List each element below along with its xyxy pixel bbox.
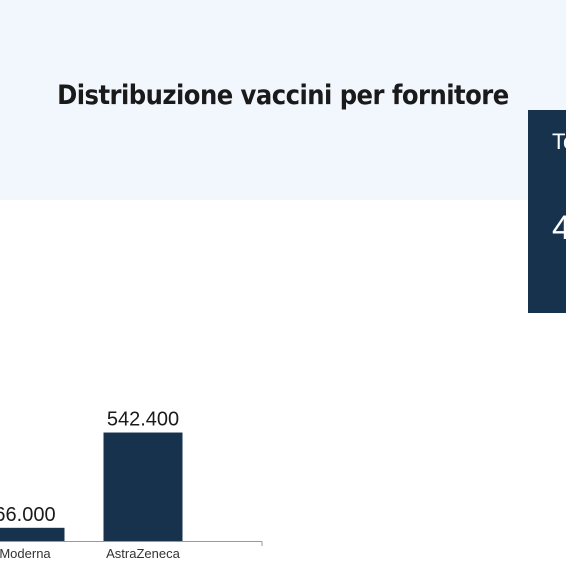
- data-label-moderna: 66.000: [0, 504, 56, 526]
- total-vaccines-value: 4: [552, 209, 566, 247]
- data-label-astrazeneca: 542.400: [107, 409, 179, 431]
- tick-label-astrazeneca: AstraZeneca: [106, 546, 180, 561]
- bar-moderna[interactable]: [0, 527, 65, 541]
- page-title: Distribuzione vaccini per fornitore: [57, 80, 509, 111]
- bar-astrazeneca[interactable]: [103, 432, 183, 541]
- header-band: [0, 0, 566, 200]
- total-vaccines-card: Totale vaccini 4: [528, 110, 566, 313]
- total-vaccines-label: Totale vaccini: [552, 129, 566, 154]
- tick-label-moderna: Moderna: [0, 546, 51, 561]
